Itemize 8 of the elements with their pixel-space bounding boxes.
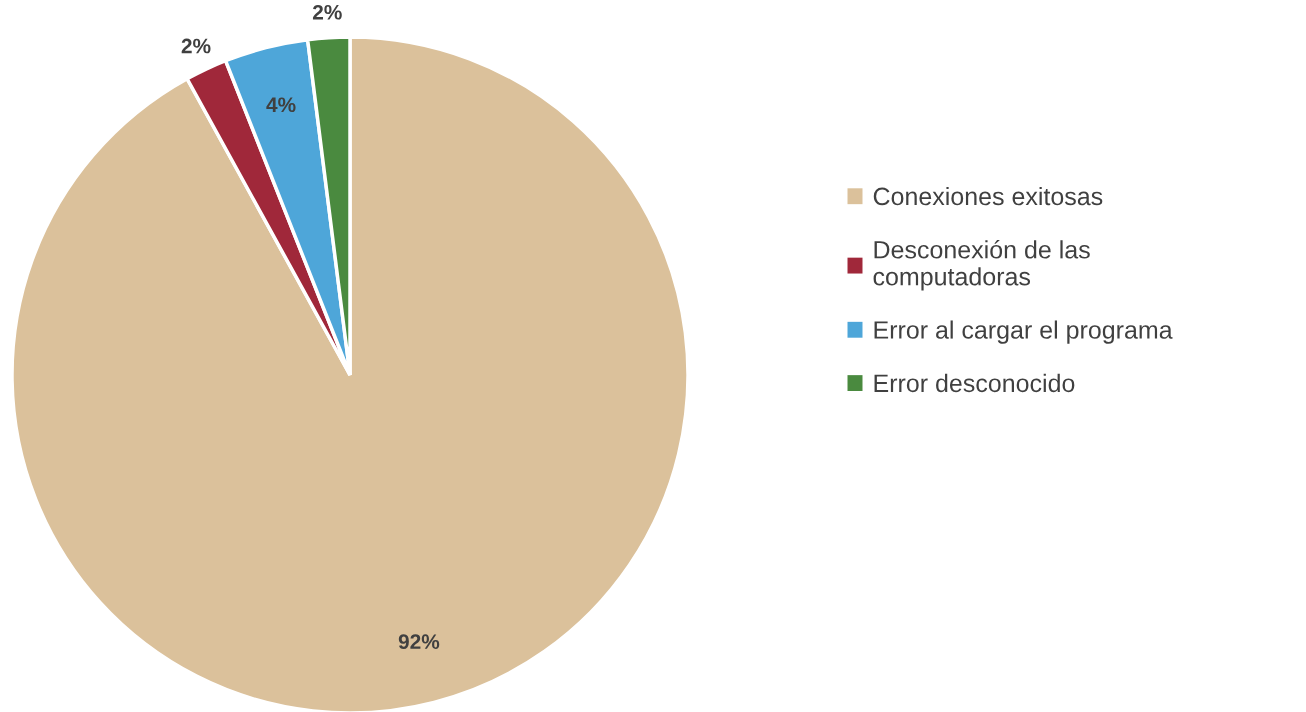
data-label: 92% — [398, 634, 440, 650]
data-label: 2% — [312, 4, 342, 20]
data-label: 2% — [181, 38, 211, 54]
data-label: 4% — [266, 97, 296, 113]
legend-label: Error al cargar el programa — [874, 320, 1173, 344]
legend-label: Error desconocido — [874, 373, 1075, 393]
legend-label: Desconexión de las computadoras — [873, 239, 1090, 291]
legend-label: Conexiones exitosas — [873, 186, 1103, 206]
